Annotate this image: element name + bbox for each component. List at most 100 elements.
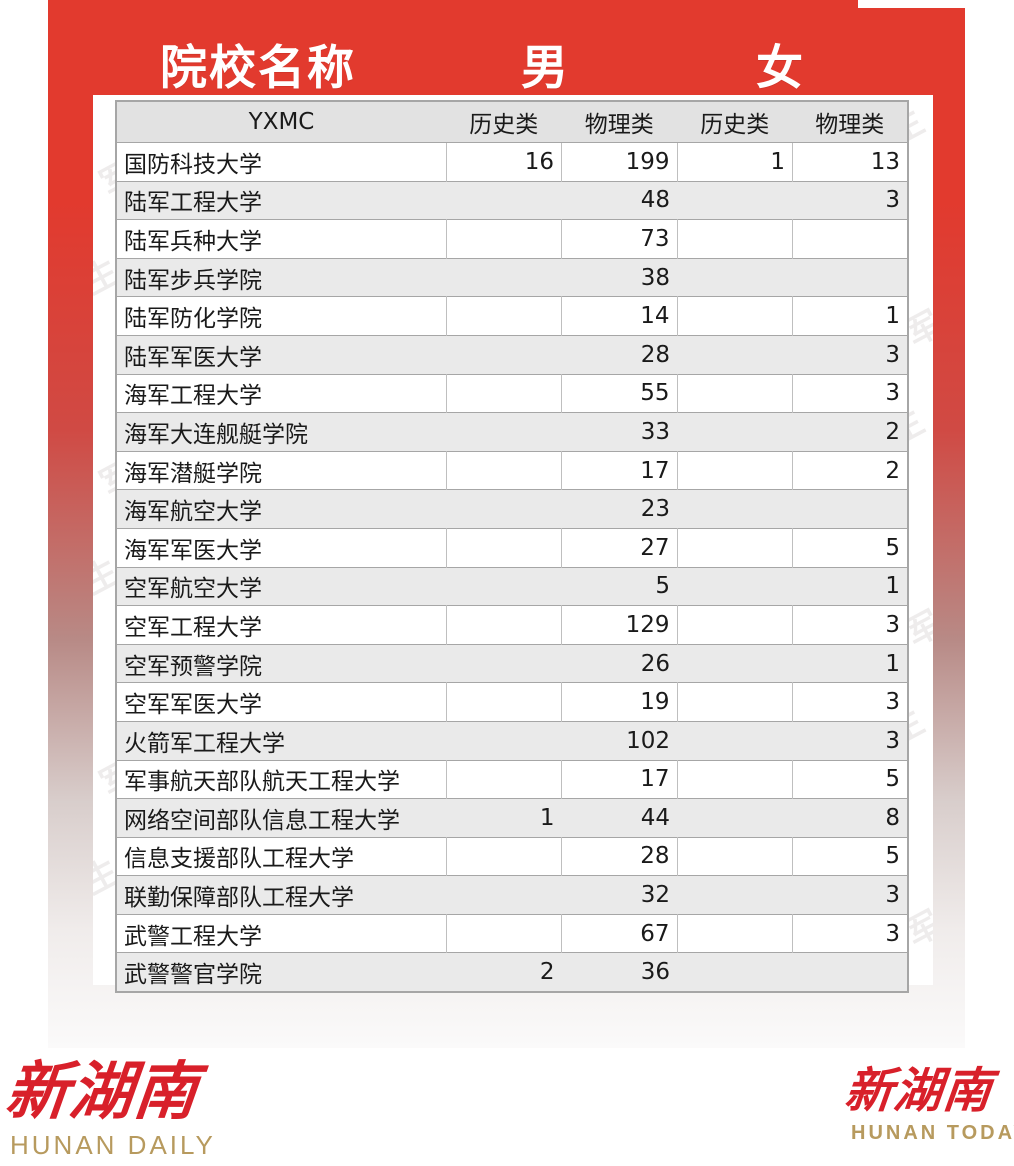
cell-institution-name: 海军工程大学	[116, 373, 447, 413]
cell-institution-name: 海军航空大学	[116, 489, 446, 529]
cell-male-physics: 48	[561, 180, 677, 220]
cell-male-physics: 17	[561, 450, 678, 490]
table-header-row: YXMC 历史类 物理类 历史类 物理类	[116, 101, 908, 143]
table-row: 联勤保障部队工程大学 32 3	[116, 875, 908, 915]
cell-female-physics: 1	[792, 643, 908, 683]
table-row: 武警警官学院 2 36	[116, 952, 908, 993]
table-row: 海军大连舰艇学院 33 2	[116, 412, 908, 452]
cell-male-history	[446, 180, 562, 220]
cell-female-history	[677, 643, 793, 683]
table-row: 空军军医大学 19 3	[116, 682, 908, 722]
cell-male-history	[446, 643, 562, 683]
cell-male-history	[446, 605, 562, 645]
cell-male-physics: 102	[561, 720, 677, 760]
table-row: 陆军防化学院 14 1	[116, 296, 908, 336]
cell-female-physics: 3	[792, 180, 908, 220]
hunan-today-logo-cn: 新湖南	[842, 1063, 995, 1119]
cell-male-history	[446, 759, 562, 799]
cell-female-physics: 5	[792, 836, 908, 876]
table-header: YXMC 历史类 物理类 历史类 物理类	[116, 101, 908, 143]
cell-institution-name: 陆军防化学院	[116, 296, 447, 336]
cell-male-history: 16	[446, 142, 562, 182]
cell-male-physics: 199	[561, 142, 678, 182]
cell-male-history	[446, 334, 562, 375]
table-row: 空军工程大学 129 3	[116, 605, 908, 645]
table-row: 信息支援部队工程大学 28 5	[116, 836, 908, 876]
cell-male-physics: 19	[561, 682, 678, 722]
cell-male-history	[446, 373, 562, 413]
cell-female-physics: 5	[792, 527, 908, 568]
cell-institution-name: 陆军步兵学院	[116, 257, 446, 297]
cell-institution-name: 海军大连舰艇学院	[116, 412, 446, 452]
hunan-today-logo-en: HUNAN TODAY	[851, 1122, 1014, 1144]
cell-male-history	[446, 296, 562, 336]
table-row: 火箭军工程大学 102 3	[116, 720, 908, 760]
table-body: 国防科技大学 16 199 1 13 陆军工程大学 48 3 陆军兵种大学 73 陆军步兵学院 38 陆…	[116, 142, 908, 993]
cell-institution-name: 空军预警学院	[116, 643, 446, 683]
cell-institution-name: 武警警官学院	[116, 952, 446, 993]
cell-male-physics: 14	[561, 296, 678, 336]
cell-male-physics: 28	[561, 334, 677, 375]
hunan-daily-logo-en: HUNAN DAILY	[10, 1130, 216, 1160]
cell-male-physics: 17	[561, 759, 678, 799]
cell-female-history	[677, 334, 793, 375]
column-header-male-history: 历史类	[446, 101, 562, 143]
cell-institution-name: 火箭军工程大学	[116, 720, 446, 760]
cell-male-history	[446, 527, 562, 568]
hunan-daily-logo: 新湖南 HUNAN DAILY	[2, 1054, 216, 1161]
cell-female-physics	[792, 257, 908, 297]
cell-male-physics: 32	[561, 875, 677, 915]
cell-female-physics: 3	[792, 913, 908, 953]
table-row: 陆军兵种大学 73	[116, 219, 908, 259]
table-row: 空军航空大学 5 1	[116, 566, 908, 606]
table-row: 军事航天部队航天工程大学 17 5	[116, 759, 908, 799]
cell-female-physics: 1	[792, 296, 908, 336]
banner-title-institution: 院校名称	[160, 41, 356, 96]
cell-female-physics: 3	[792, 373, 908, 413]
cell-male-physics: 27	[561, 527, 678, 568]
cell-female-history	[677, 412, 793, 452]
cell-institution-name: 国防科技大学	[116, 142, 447, 182]
cell-male-physics: 28	[561, 836, 678, 876]
cell-female-history	[677, 373, 793, 413]
cell-female-physics: 2	[792, 412, 908, 452]
cell-male-history	[446, 257, 562, 297]
cell-female-history	[677, 913, 793, 953]
cell-institution-name: 陆军兵种大学	[116, 219, 447, 259]
cell-female-physics: 8	[792, 798, 908, 838]
cell-male-physics: 33	[561, 412, 677, 452]
cell-institution-name: 陆军工程大学	[116, 180, 446, 220]
table-row: 国防科技大学 16 199 1 13	[116, 142, 908, 182]
cell-male-physics: 44	[561, 798, 677, 838]
cell-male-physics: 73	[561, 219, 678, 259]
cell-female-history	[677, 219, 793, 259]
cell-female-history	[677, 836, 793, 876]
table-row: 海军工程大学 55 3	[116, 373, 908, 413]
table-row: 空军预警学院 26 1	[116, 643, 908, 683]
cell-male-physics: 129	[561, 605, 678, 645]
cell-female-history	[677, 489, 793, 529]
banner-notch	[858, 0, 991, 8]
cell-male-history	[446, 412, 562, 452]
cell-male-physics: 38	[561, 257, 677, 297]
cell-female-physics: 13	[792, 142, 908, 182]
table-row: 陆军步兵学院 38	[116, 257, 908, 297]
table-row: 海军军医大学 27 5	[116, 527, 908, 568]
cell-institution-name: 海军潜艇学院	[116, 450, 447, 490]
banner-title-female: 女	[756, 41, 805, 96]
cell-female-physics	[792, 952, 908, 993]
cell-male-history	[446, 219, 562, 259]
cell-female-history: 1	[677, 142, 793, 182]
table-row: 网络空间部队信息工程大学 1 44 8	[116, 798, 908, 838]
cell-male-history	[446, 720, 562, 760]
cell-female-physics: 2	[792, 450, 908, 490]
column-header-female-physics: 物理类	[792, 101, 908, 143]
cell-female-history	[677, 527, 793, 568]
column-header-female-history: 历史类	[677, 101, 793, 143]
cell-female-history	[677, 952, 793, 993]
cell-male-physics: 36	[561, 952, 677, 993]
cell-institution-name: 军事航天部队航天工程大学	[116, 759, 447, 799]
hunan-daily-logo-cn: 新湖南	[2, 1054, 202, 1128]
cell-male-physics: 26	[561, 643, 677, 683]
column-header-name: YXMC	[116, 101, 446, 143]
